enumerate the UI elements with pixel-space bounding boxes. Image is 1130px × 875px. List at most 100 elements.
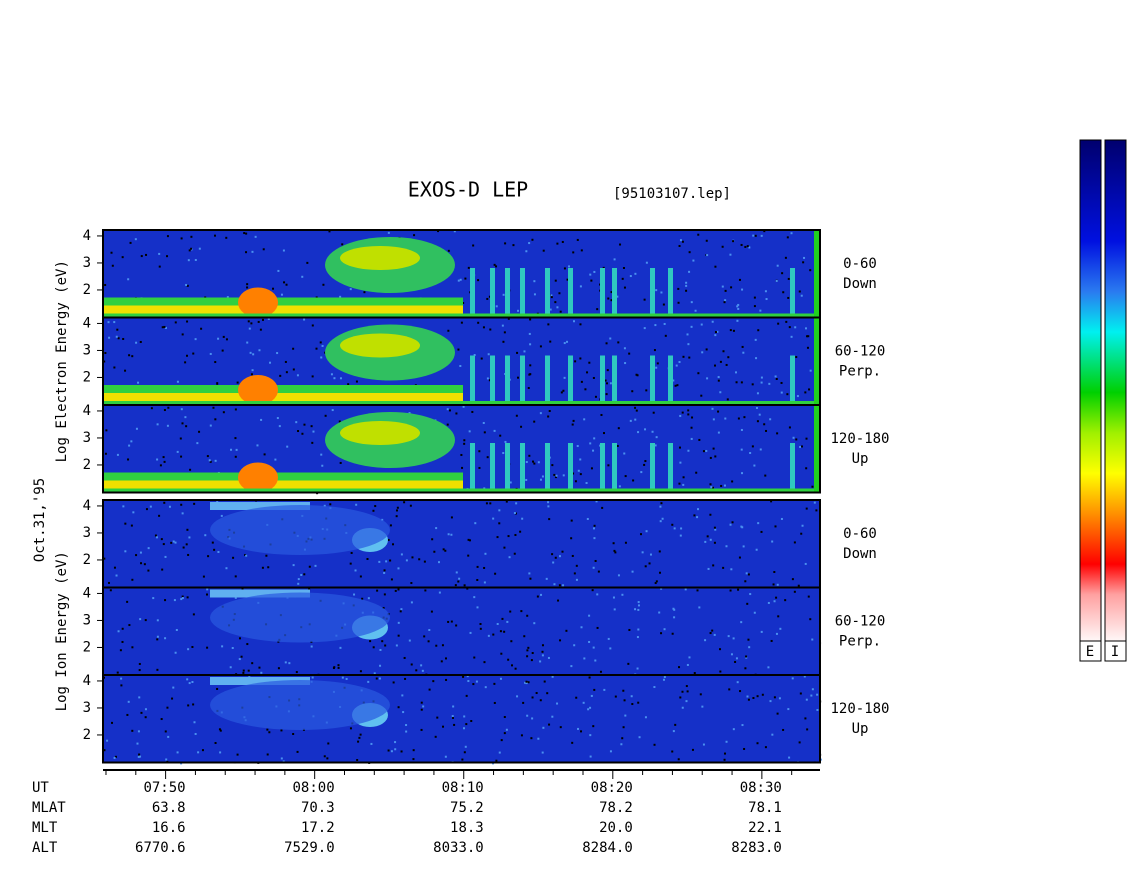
- noise: [230, 448, 233, 451]
- noise: [547, 505, 550, 508]
- noise: [156, 619, 159, 622]
- noise: [277, 667, 280, 670]
- noise: [457, 348, 460, 351]
- noise: [533, 280, 536, 283]
- noise: [806, 728, 809, 731]
- noise: [467, 266, 470, 269]
- noise: [103, 360, 106, 363]
- noise: [613, 608, 616, 611]
- noise: [209, 460, 212, 463]
- noise: [236, 753, 239, 756]
- noise: [116, 453, 119, 456]
- noise: [568, 265, 571, 268]
- noise: [513, 552, 516, 555]
- ephemeris-value: 78.2: [599, 800, 633, 816]
- ephemeris-value: 6770.6: [135, 840, 186, 856]
- noise: [672, 379, 675, 382]
- colorbar-label: E: [1086, 644, 1094, 660]
- noise: [714, 528, 717, 531]
- noise: [572, 472, 575, 475]
- noise: [306, 261, 309, 264]
- noise: [725, 740, 728, 743]
- noise: [541, 654, 544, 657]
- noise: [509, 610, 512, 613]
- spike: [668, 355, 673, 403]
- noise: [726, 398, 729, 401]
- blob: [340, 333, 420, 358]
- noise: [592, 646, 595, 649]
- noise: [138, 662, 141, 665]
- noise: [403, 656, 406, 659]
- noise: [527, 387, 530, 390]
- noise: [248, 327, 251, 330]
- noise: [256, 444, 259, 447]
- noise: [634, 272, 637, 275]
- noise: [621, 277, 624, 280]
- noise: [740, 525, 743, 528]
- noise: [276, 417, 279, 420]
- noise: [688, 356, 691, 359]
- noise: [705, 449, 708, 452]
- noise: [631, 703, 634, 706]
- noise: [528, 454, 531, 457]
- noise: [539, 478, 542, 481]
- noise: [741, 724, 744, 727]
- noise: [805, 467, 808, 470]
- noise: [444, 755, 447, 758]
- noise: [597, 570, 600, 573]
- noise: [800, 294, 803, 297]
- noise: [375, 677, 378, 680]
- noise: [681, 411, 684, 414]
- noise: [563, 342, 566, 345]
- noise: [412, 749, 415, 752]
- noise: [558, 555, 561, 558]
- noise: [744, 245, 747, 248]
- noise: [410, 663, 413, 666]
- noise: [760, 530, 763, 533]
- noise: [164, 637, 167, 640]
- noise: [500, 652, 503, 655]
- noise: [204, 534, 207, 537]
- noise: [634, 418, 637, 421]
- noise: [117, 630, 120, 633]
- y-tick-label: 3: [83, 430, 91, 446]
- noise: [217, 551, 220, 554]
- noise: [139, 618, 142, 621]
- noise: [528, 332, 531, 335]
- noise: [221, 645, 224, 648]
- noise: [171, 697, 174, 700]
- noise: [681, 240, 684, 243]
- noise: [579, 323, 582, 326]
- noise: [421, 669, 424, 672]
- noise: [561, 240, 564, 243]
- noise: [776, 712, 779, 715]
- noise: [712, 447, 715, 450]
- noise: [278, 425, 281, 428]
- noise: [493, 701, 496, 704]
- noise: [130, 524, 133, 527]
- spike: [612, 268, 617, 316]
- spike: [600, 355, 605, 403]
- noise: [296, 750, 299, 753]
- noise: [732, 329, 735, 332]
- noise: [769, 700, 772, 703]
- noise: [635, 409, 638, 412]
- noise: [122, 337, 125, 340]
- noise: [690, 325, 693, 328]
- noise: [161, 326, 164, 329]
- noise: [495, 305, 498, 308]
- band: [210, 589, 310, 598]
- noise: [606, 369, 609, 372]
- noise: [645, 261, 648, 264]
- noise: [562, 389, 565, 392]
- noise: [660, 291, 663, 294]
- noise: [372, 509, 375, 512]
- noise: [245, 554, 248, 557]
- noise: [252, 353, 255, 356]
- y-tick-label: 2: [83, 552, 91, 568]
- noise: [557, 599, 560, 602]
- noise: [472, 244, 475, 247]
- noise: [196, 442, 199, 445]
- noise: [194, 258, 197, 261]
- spike: [545, 268, 550, 316]
